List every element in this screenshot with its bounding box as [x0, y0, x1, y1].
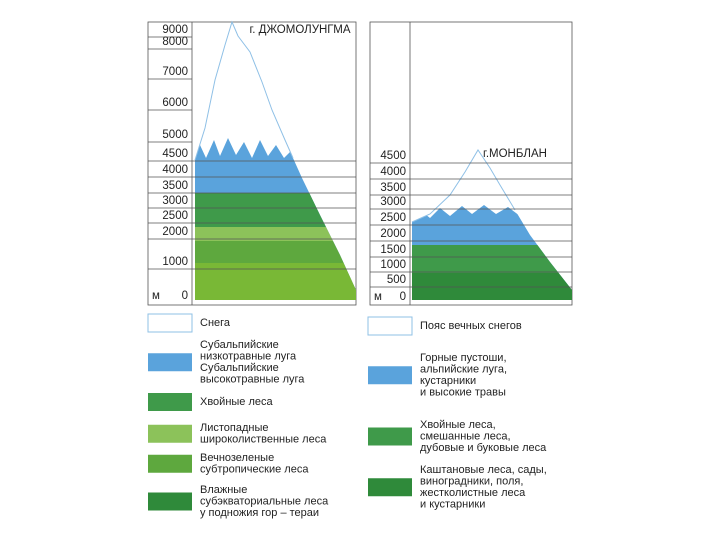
altitude-label: 0: [182, 290, 188, 302]
altitude-label: 9000: [162, 24, 188, 36]
mixed-forest-zone: [412, 245, 572, 273]
snow-outline: [411, 149, 516, 223]
altitude-label: 7000: [162, 66, 188, 78]
legend-text: смешанные леса,: [420, 430, 511, 442]
unit-label: м: [374, 291, 382, 303]
legend-text: Вечнозеленые: [200, 452, 274, 464]
legend-text: Субальпийские: [200, 339, 279, 351]
legend-swatch: [148, 492, 192, 511]
legend-text: высокотравные луга: [200, 373, 305, 385]
legend-text: Субальпийские: [200, 362, 279, 374]
legend-text: Хвойные леса: [200, 396, 274, 408]
legend-text: низкотравные луга: [200, 350, 297, 362]
legend-swatch: [148, 454, 192, 473]
legend-text: и высокие травы: [420, 386, 506, 398]
altitude-label: 1500: [380, 244, 406, 256]
legend-text: виноградники, поля,: [420, 475, 523, 487]
altitude-label: 8000: [162, 36, 188, 48]
legend-text: Снега: [200, 317, 231, 329]
altitude-label: 3000: [380, 196, 406, 208]
legend-text: альпийские луга,: [420, 363, 507, 375]
altitude-label: 6000: [162, 97, 188, 109]
legend-text: Листопадные: [200, 422, 269, 434]
conifer-zone: [195, 193, 356, 227]
legend-text: дубовые и буковые леса: [420, 442, 547, 454]
legend-text: субэкваториальные леса: [200, 495, 329, 507]
legend-swatch: [147, 313, 193, 333]
evergreen-zone: [195, 241, 356, 263]
altitude-label: 4500: [380, 150, 406, 162]
legend-swatch: [368, 478, 412, 497]
mountain-name: г. ДЖОМОЛУНГМА: [249, 24, 350, 36]
legend-swatch: [148, 353, 192, 372]
altitude-label: 500: [387, 274, 406, 286]
left-mountain: [195, 22, 356, 300]
altitude-label: 1000: [380, 259, 406, 271]
altitude-label: 1000: [162, 256, 188, 268]
altitude-label: 2000: [380, 228, 406, 240]
legend-swatch: [368, 427, 412, 446]
panel-frame: [147, 21, 357, 306]
altitude-label: 2500: [162, 210, 188, 222]
altitude-label: 5000: [162, 129, 188, 141]
chestnut-zone: [412, 273, 572, 300]
legend-text: Влажные: [200, 484, 247, 496]
altitude-label: 2500: [380, 212, 406, 224]
legend-text: жестколистные леса: [420, 487, 526, 499]
deciduous-zone: [195, 227, 356, 241]
altitude-label: 4500: [162, 148, 188, 160]
unit-label: м: [152, 290, 160, 302]
legend-text: и кустарники: [420, 498, 485, 510]
altitude-label: 3500: [162, 180, 188, 192]
panel-frame: [369, 21, 573, 306]
legend-text: Хвойные леса,: [420, 419, 496, 431]
altitude-label: 2000: [162, 226, 188, 238]
mountain-name: г.МОНБЛАН: [483, 148, 547, 160]
legend-swatch: [367, 316, 413, 336]
altitude-label: 3500: [380, 182, 406, 194]
legend-text: кустарники: [420, 375, 476, 387]
legend-text: субтропические леса: [200, 463, 309, 475]
legend-swatch: [148, 393, 192, 411]
legend-text: Каштановые леса, сады,: [420, 464, 547, 476]
legend-swatch: [148, 424, 192, 443]
altitude-label: 0: [400, 291, 406, 303]
snow-outline: [194, 20, 294, 161]
legend-text: Пояс вечных снегов: [420, 320, 522, 332]
legend-text: Горные пустоши,: [420, 352, 507, 364]
legend-text: широколиственные леса: [200, 433, 327, 445]
altitude-label: 4000: [162, 164, 188, 176]
legend-text: у подножия гор – тераи: [200, 507, 319, 519]
altitude-label: 4000: [380, 166, 406, 178]
legend-swatch: [368, 366, 412, 385]
altitude-label: 3000: [162, 195, 188, 207]
